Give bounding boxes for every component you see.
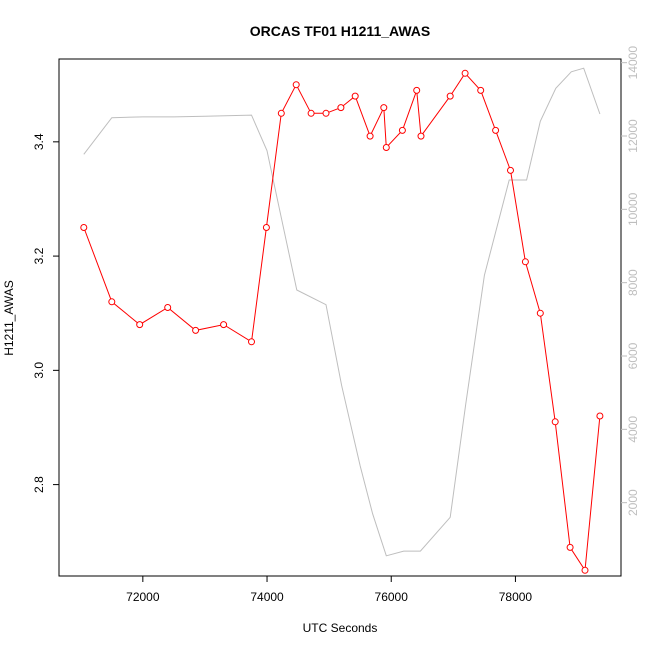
data-point — [581, 566, 589, 574]
data-point — [380, 104, 388, 112]
gray-series-layer — [83, 67, 601, 557]
data-point — [398, 126, 406, 134]
x-tick-label: 72000 — [126, 590, 160, 604]
gray-series-line — [83, 67, 601, 557]
data-point — [277, 109, 285, 117]
data-point — [521, 258, 529, 266]
data-point — [136, 321, 144, 329]
chart-title: ORCAS TF01 H1211_AWAS — [250, 23, 431, 39]
data-point — [536, 309, 544, 317]
data-point — [108, 298, 116, 306]
y2-tick-label: 2000 — [626, 489, 640, 516]
x-tick-label: 74000 — [250, 590, 284, 604]
data-point — [446, 92, 454, 100]
x-axis-label: UTC Seconds — [303, 621, 378, 635]
data-point — [337, 104, 345, 112]
y-axis-right: 2000 4000 6000 8000 10000 12000 14000 — [621, 46, 640, 516]
plot-box — [58, 58, 622, 577]
y-tick-label: 3.0 — [32, 362, 46, 379]
y2-tick-label: 12000 — [626, 119, 640, 153]
data-point — [262, 224, 270, 231]
data-point — [413, 86, 421, 94]
data-point — [477, 86, 485, 94]
y2-tick-label: 8000 — [626, 269, 640, 296]
red-series-layer — [80, 69, 604, 574]
y-axis-label: H1211_AWAS — [2, 280, 16, 356]
data-point — [80, 224, 88, 231]
y2-tick-label: 6000 — [626, 342, 640, 369]
y2-tick-label: 14000 — [626, 46, 640, 80]
y2-tick-label: 10000 — [626, 192, 640, 226]
data-point — [382, 144, 390, 151]
x-tick-label: 78000 — [499, 590, 533, 604]
data-point — [596, 412, 604, 420]
y-tick-label: 3.2 — [32, 247, 46, 264]
data-point — [492, 126, 500, 134]
red-series-line — [83, 72, 601, 572]
data-point — [322, 109, 330, 117]
y-axis-left: 2.8 3.0 3.2 3.4 — [32, 133, 59, 493]
data-point — [417, 132, 425, 140]
data-point — [220, 321, 228, 329]
data-point — [461, 69, 469, 77]
data-point — [566, 543, 574, 551]
data-point — [248, 338, 255, 346]
data-point — [292, 81, 300, 89]
data-point — [192, 326, 200, 334]
data-point — [307, 109, 315, 117]
x-tick-label: 76000 — [375, 590, 409, 604]
y-tick-label: 3.4 — [32, 133, 46, 150]
data-point — [351, 92, 359, 100]
data-point — [164, 304, 172, 311]
y2-tick-label: 4000 — [626, 416, 640, 443]
data-point — [366, 132, 374, 140]
data-point — [551, 418, 559, 426]
x-axis: 72000 74000 76000 78000 — [126, 576, 532, 604]
y-tick-label: 2.8 — [32, 476, 46, 493]
data-point — [507, 166, 514, 174]
